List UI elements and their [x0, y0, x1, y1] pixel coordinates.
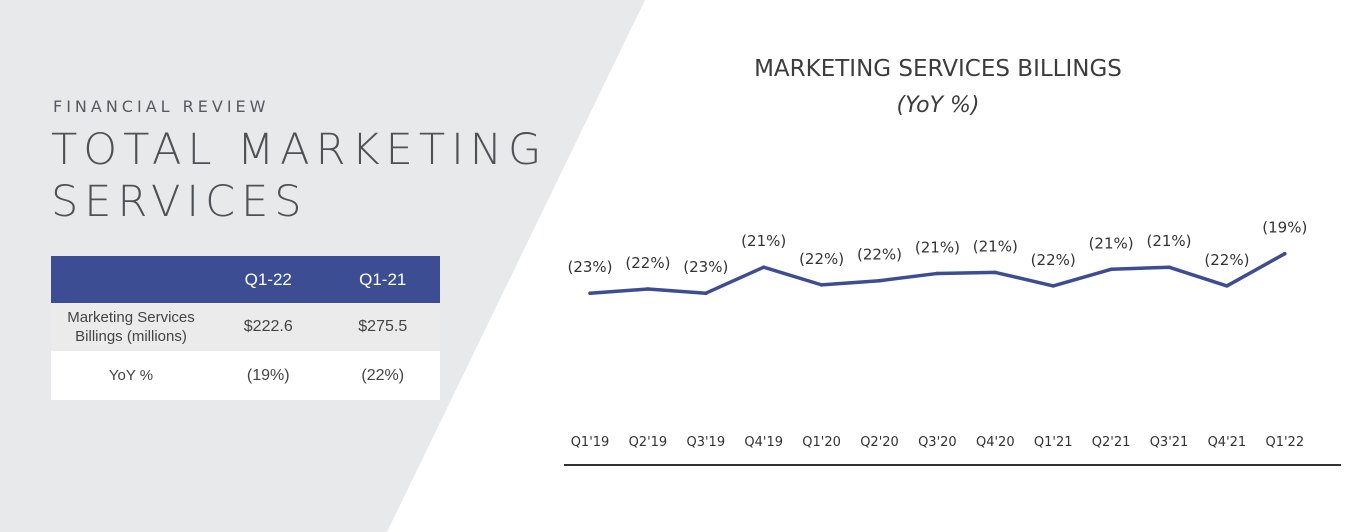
- data-label: (21%): [973, 237, 1018, 255]
- data-label: (22%): [799, 250, 844, 268]
- data-point: [819, 283, 824, 287]
- x-tick-label: Q1'21: [1034, 435, 1073, 450]
- table-header-cell: Q1-22: [211, 256, 326, 303]
- x-tick-label: Q1'20: [802, 435, 841, 450]
- data-label: (23%): [567, 258, 612, 276]
- section-eyebrow: FINANCIAL REVIEW: [53, 97, 270, 116]
- data-point: [1225, 284, 1229, 288]
- x-tick-label: Q3'19: [686, 435, 725, 450]
- data-label: (22%): [1031, 251, 1076, 269]
- chart-title: MARKETING SERVICES BILLINGS: [754, 56, 1122, 82]
- data-label: (21%): [1089, 234, 1134, 252]
- data-point: [588, 291, 592, 296]
- data-point: [877, 278, 882, 283]
- data-point: [646, 287, 650, 291]
- data-point: [935, 271, 940, 276]
- table-header-cell: Q1-21: [325, 256, 440, 303]
- data-point: [1167, 265, 1171, 270]
- table-header-row: Q1-22 Q1-21: [51, 256, 440, 303]
- table-cell: (19%): [211, 351, 326, 400]
- data-label: (21%): [741, 232, 786, 250]
- x-tick-label: Q2'20: [860, 435, 899, 450]
- table-cell: (22%): [325, 351, 440, 400]
- chart-subtitle: (YoY %): [896, 93, 980, 118]
- x-tick-label: Q2'21: [1092, 435, 1131, 450]
- data-label: (22%): [625, 254, 670, 272]
- data-label: (21%): [915, 238, 960, 256]
- table-header-cell: [51, 256, 211, 303]
- x-tick-label: Q4'21: [1208, 435, 1247, 450]
- data-point: [1283, 251, 1287, 256]
- table-cell: $275.5: [325, 303, 440, 351]
- table-row: Marketing Services Billings (millions) $…: [51, 303, 440, 351]
- data-label: (19%): [1262, 219, 1307, 237]
- row-label: Marketing Services Billings (millions): [51, 303, 211, 351]
- data-point: [1051, 284, 1055, 288]
- x-tick-label: Q3'21: [1150, 435, 1189, 450]
- x-tick-label: Q1'19: [571, 435, 610, 450]
- data-point: [761, 265, 766, 270]
- data-label: (23%): [683, 258, 728, 276]
- x-tick-label: Q3'20: [918, 435, 957, 450]
- data-label: (22%): [857, 246, 902, 264]
- page-title: TOTAL MARKETING SERVICES: [51, 125, 548, 227]
- x-tick-label: Q1'22: [1265, 435, 1304, 450]
- x-tick-label: Q4'20: [976, 435, 1015, 450]
- data-point: [1109, 267, 1113, 272]
- table-row: YoY % (19%) (22%): [51, 351, 440, 400]
- data-label: (21%): [1146, 232, 1191, 250]
- data-point: [993, 270, 998, 275]
- table-cell: $222.6: [211, 303, 326, 351]
- row-label: YoY %: [51, 351, 211, 400]
- x-tick-label: Q4'19: [744, 435, 783, 450]
- data-label: (22%): [1204, 251, 1249, 269]
- x-tick-label: Q2'19: [629, 435, 668, 450]
- data-point: [704, 291, 708, 296]
- summary-table: Q1-22 Q1-21 Marketing Services Billings …: [51, 256, 440, 400]
